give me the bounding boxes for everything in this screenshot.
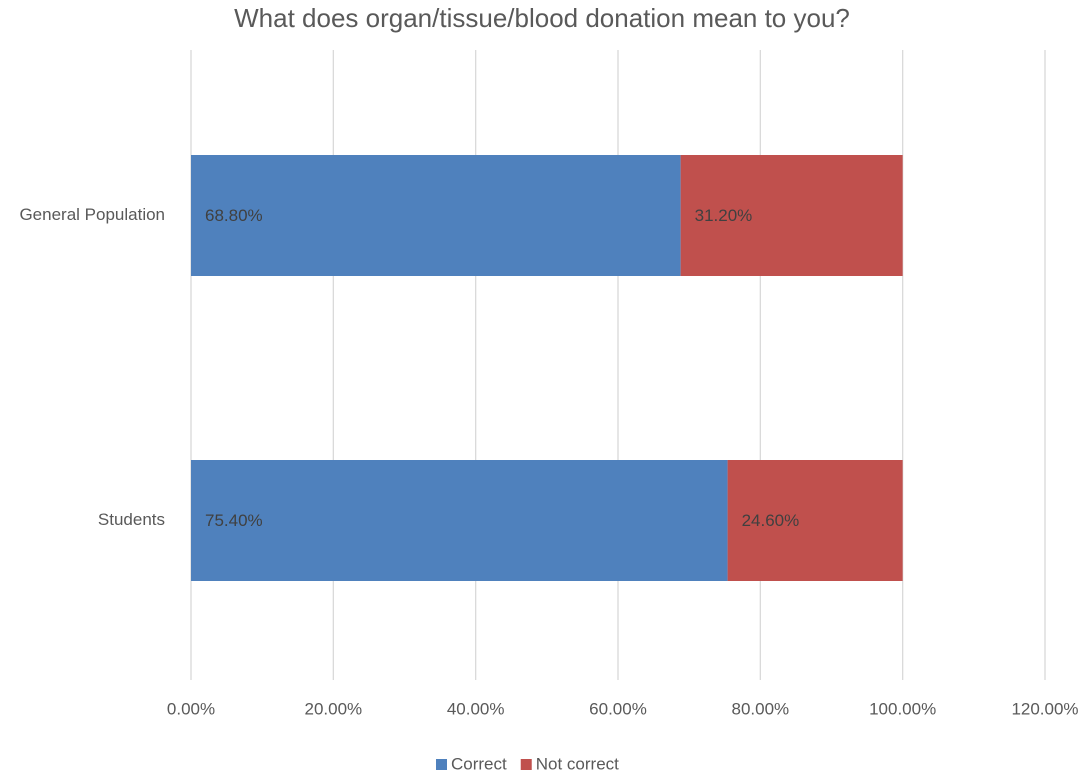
legend-label: Not correct xyxy=(536,754,619,773)
y-tick-label: Students xyxy=(98,510,165,529)
x-tick-label: 100.00% xyxy=(869,699,936,718)
legend-label: Correct xyxy=(451,754,507,773)
chart-title: What does organ/tissue/blood donation me… xyxy=(234,3,850,33)
legend-swatch xyxy=(436,759,447,770)
x-tick-label: 60.00% xyxy=(589,699,647,718)
x-tick-label: 20.00% xyxy=(304,699,362,718)
value-label: 31.20% xyxy=(695,206,753,225)
value-label: 68.80% xyxy=(205,206,263,225)
x-tick-label: 40.00% xyxy=(447,699,505,718)
bar xyxy=(191,460,728,581)
value-label: 75.40% xyxy=(205,511,263,530)
legend-swatch xyxy=(520,759,532,770)
x-tick-label: 80.00% xyxy=(731,699,789,718)
x-tick-label: 120.00% xyxy=(1011,699,1078,718)
bar xyxy=(680,155,903,276)
x-tick-label: 0.00% xyxy=(167,699,215,718)
bar xyxy=(727,460,903,581)
value-label: 24.60% xyxy=(742,511,800,530)
bar xyxy=(191,155,681,276)
y-tick-label: General Population xyxy=(19,205,165,224)
